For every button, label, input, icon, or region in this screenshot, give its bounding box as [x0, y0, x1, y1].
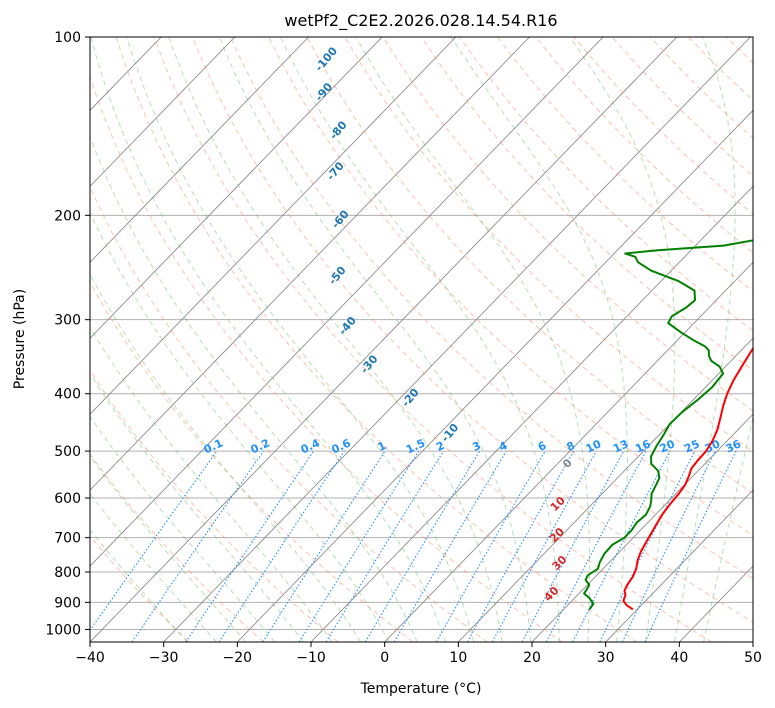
mixing-ratio-line: [491, 450, 597, 642]
y-tick-label: 100: [54, 30, 81, 46]
isotherm-line: [163, 37, 751, 642]
dry-adiabat-line: [90, 185, 488, 642]
moist-adiabat-line: [90, 37, 447, 642]
moist-adiabat-line: [90, 372, 304, 642]
moist-adiabat-line: [569, 37, 676, 642]
mixing-ratio-label: 13: [611, 437, 630, 455]
isotherm-line: [90, 37, 530, 491]
y-tick-label: 300: [54, 313, 81, 329]
x-tick-label: 30: [597, 650, 615, 666]
moist-adiabats: [90, 37, 753, 642]
x-tick-label: 10: [449, 650, 467, 666]
moist-adiabat-line: [279, 37, 560, 642]
isotherm-line: [90, 37, 383, 339]
mixing-ratio-line: [185, 450, 314, 642]
x-tick-label: −40: [75, 650, 105, 666]
dry-adiabat-line: [115, 37, 638, 642]
y-tick-label: 1000: [45, 622, 81, 638]
isotherm-line: [458, 337, 753, 642]
mixing-ratio-line: [467, 450, 575, 642]
isotherm-line: [90, 37, 604, 567]
mixing-ratio-label: 30: [703, 437, 723, 455]
plot-frame: [89, 36, 754, 643]
isotherm-line: [90, 37, 457, 415]
y-tick-label: 800: [54, 565, 81, 581]
mixing-ratio-line: [621, 450, 716, 642]
dry-adiabat-line: [382, 37, 753, 412]
moist-adiabat-line: [90, 528, 188, 642]
y-axis-label: Pressure (hPa): [12, 289, 28, 389]
dry-adiabat-line: [153, 37, 712, 642]
dry-adiabat-line: [306, 37, 753, 494]
isotherm-grid: [90, 37, 753, 642]
mixing-ratio-label: 25: [682, 437, 701, 455]
mixing-ratio-line: [644, 450, 737, 642]
dewpoint-line: [583, 239, 753, 610]
x-tick-label: −30: [149, 650, 179, 666]
y-tick-label: 900: [54, 595, 81, 611]
dry-adiabat-line: [497, 37, 753, 293]
dry-adiabat-line: [90, 75, 563, 642]
temperature-line: [622, 346, 753, 611]
mixing-ratio-line: [298, 450, 420, 642]
y-tick-label: 600: [54, 491, 81, 507]
mixing-ratio-line: [131, 450, 265, 642]
mixing-ratio-label: 36: [724, 437, 744, 455]
mixing-ratio-line: [325, 450, 444, 642]
dry-adiabat-line: [230, 37, 753, 579]
x-tick-label: 0: [380, 650, 389, 666]
moist-adiabat-line: [90, 455, 247, 642]
isotherm-line: [384, 261, 753, 642]
x-tick-label: −10: [296, 650, 326, 666]
x-tick-label: 50: [744, 650, 762, 666]
x-axis-ticks: −40 −30 −20 −10 0 10 20 30 40 50: [75, 642, 762, 666]
plot-area: -100-90-80-70-60-50-40-30-20-10 01020304…: [90, 37, 753, 642]
isotherm-line: [531, 413, 753, 642]
moist-adiabat-line: [90, 492, 217, 642]
mixing-ratio-line: [262, 450, 386, 642]
moist-adiabat-line: [90, 135, 418, 642]
mixing-ratio-line: [364, 450, 481, 642]
moist-adiabat-line: [90, 211, 390, 642]
y-tick-label: 500: [54, 444, 81, 460]
chart-title: wetPf2_C2E2.2026.028.14.54.R16: [284, 11, 557, 31]
x-axis-label: Temperature (°C): [360, 681, 482, 697]
isobar-grid: [90, 37, 753, 630]
moist-adiabat-line: [168, 37, 503, 642]
mixing-ratio-label: 10: [584, 437, 604, 455]
mixing-ratio-line: [572, 450, 671, 642]
y-tick-label: 400: [54, 387, 81, 403]
moist-adiabat-line: [355, 37, 591, 642]
isotherm-line: [605, 489, 753, 642]
profile-series: [583, 239, 753, 611]
x-tick-label: 20: [523, 650, 541, 666]
x-tick-label: 40: [670, 650, 688, 666]
moist-adiabat-line: [90, 325, 333, 642]
isotherm-line: [90, 37, 678, 642]
dry-adiabat-line: [191, 37, 753, 623]
mixing-ratio-lines: [90, 450, 737, 642]
mixing-ratio-line: [521, 450, 625, 642]
mixing-ratio-line: [599, 450, 696, 642]
moist-adiabat-line: [674, 37, 736, 642]
x-tick-label: −20: [223, 650, 253, 666]
mixing-ratio-line: [218, 450, 345, 642]
isotherm-line: [237, 109, 753, 642]
moist-adiabat-line: [90, 415, 275, 642]
y-tick-label: 200: [54, 208, 81, 224]
mixing-ratio-label: 20: [658, 437, 678, 455]
dry-adiabat-line: [268, 37, 753, 536]
y-axis-ticks: 100 200 300 400 500 600 700 800 900 1000: [45, 30, 90, 638]
mixing-ratio-line: [545, 450, 647, 642]
dry-adiabat-line: [90, 281, 414, 642]
isotherm-line: [90, 37, 236, 187]
y-tick-label: 700: [54, 531, 81, 547]
mixing-ratio-line: [90, 450, 218, 632]
mixing-ratio-label: 16: [633, 437, 653, 455]
moist-adiabat-line: [450, 37, 628, 642]
isotherm-line: [90, 37, 309, 263]
